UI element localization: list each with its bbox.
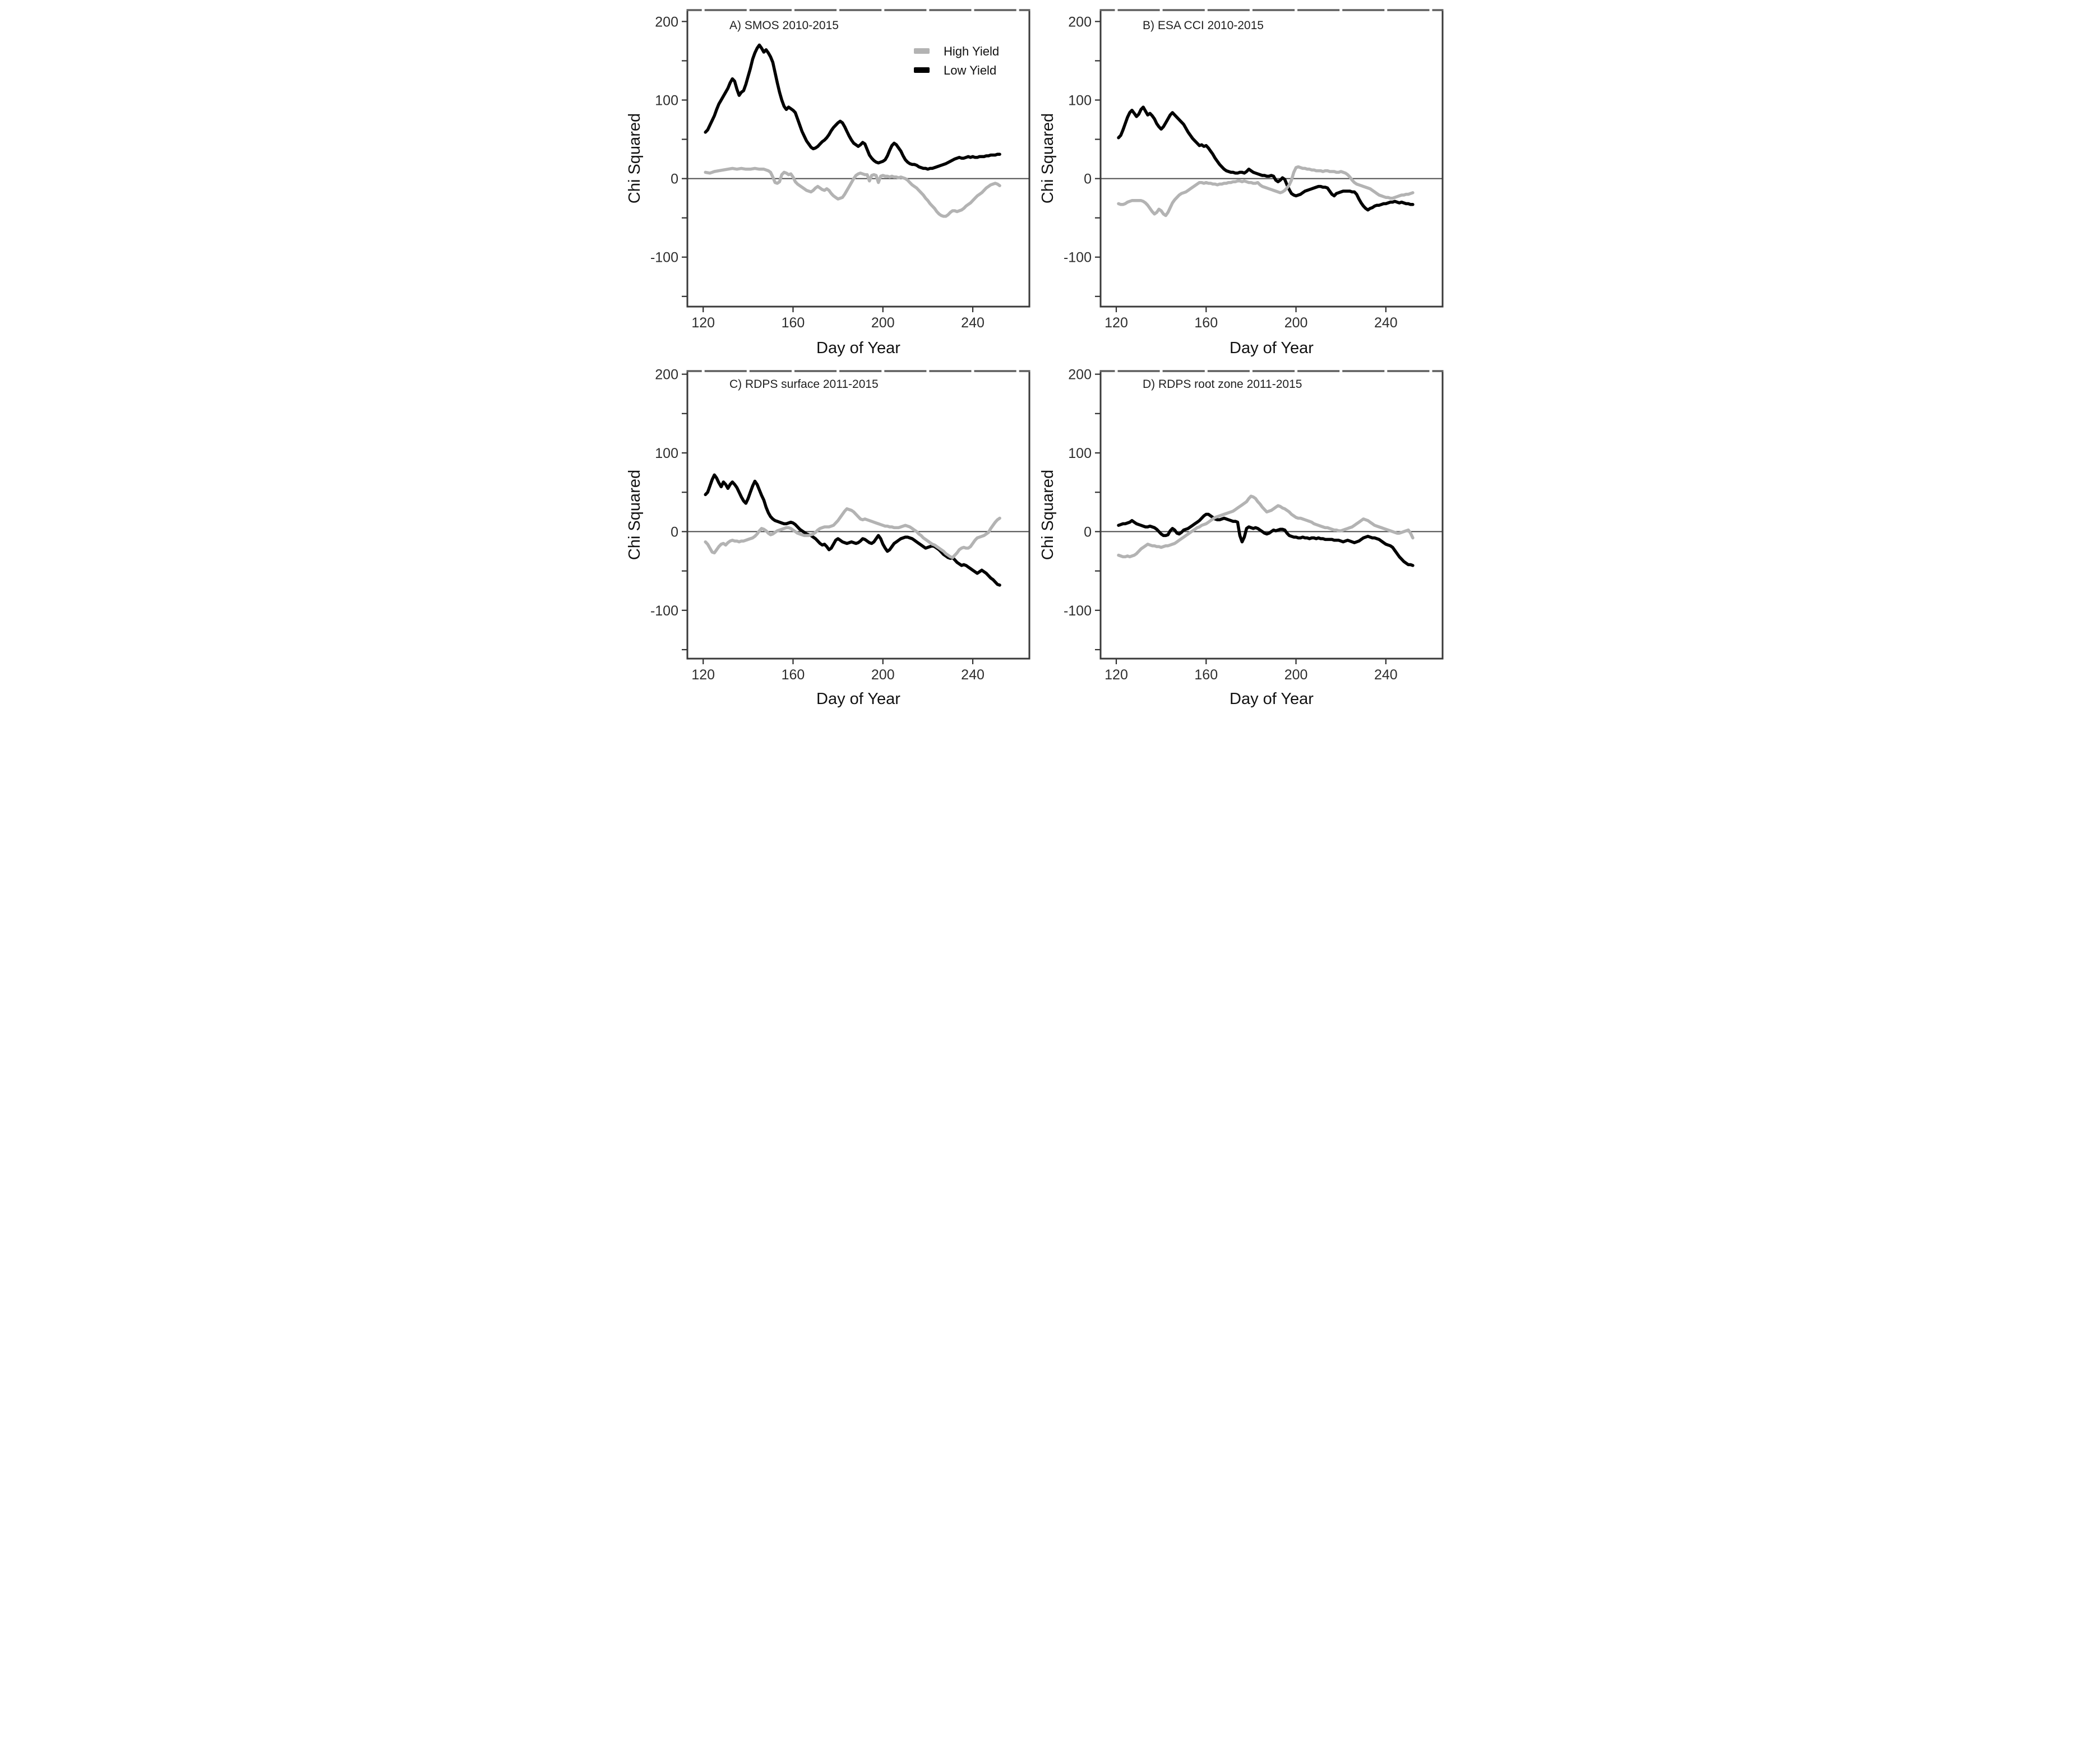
legend-swatch-low-yield-icon [913,67,930,73]
panel-b-y-tick-label: 100 [1068,92,1092,108]
figure-canvas: 200 100 0 -100 120 160 200 240 A) SMOS 2010-2015… [626,9,1443,708]
panel-b-x-axis-title: Day of Year [1230,339,1314,357]
panel-d-plot-area [1100,371,1443,659]
legend-label-high-yield: High Yield [944,44,999,58]
panel-a-x-tick-label: 160 [781,315,805,331]
panel-a-y-tick-label: -100 [650,250,678,266]
panel-d-x-tick-label: 120 [1104,667,1128,683]
panel-a-x-tick-label: 200 [871,315,894,331]
panel-b-low-yield-line [1116,105,1415,212]
panel-a-x-tick-label: 120 [691,315,715,331]
panel-d-y-tick-label: 100 [1068,446,1092,461]
panel-a-x-axis-title: Day of Year [816,339,900,357]
panel-b-plot-area [1100,10,1443,307]
panel-b-high-yield-line [1116,165,1415,217]
panel-b-y-tick-label: -100 [1063,250,1091,266]
panel-c-x-tick-label: 160 [781,667,805,683]
panel-c-y-tick-label: 0 [671,524,678,540]
panel-a-low-yield-line [703,43,1001,171]
panel-b-x-tick-label: 160 [1194,315,1218,331]
panel-d-y-tick-label: -100 [1063,603,1091,619]
panel-c-y-tick-label: 200 [655,367,678,383]
panel-c-high-yield-line [703,507,1001,559]
panel-d-x-tick-label: 240 [1374,667,1397,683]
panel-c-y-tick-label: 100 [655,446,678,461]
panel-d-x-axis-title: Day of Year [1230,690,1314,708]
panel-d-low-yield-line [1116,512,1415,567]
panel-d-title: D) RDPS root zone 2011-2015 [1143,378,1302,391]
panel-d-x-tick-label: 200 [1284,667,1307,683]
panel-c-x-tick-label: 120 [691,667,715,683]
panel-d-y-axis-title: Chi Squared [1039,470,1057,560]
panel-b-y-tick-label: 0 [1084,172,1092,187]
panel-d-y-tick-label: 0 [1084,524,1092,540]
panel-b-x-tick-label: 240 [1374,315,1397,331]
panel-c-y-axis-title: Chi Squared [626,470,644,560]
legend-label-low-yield: Low Yield [944,63,996,77]
legend-swatch-high-yield-icon [913,48,930,54]
panel-b-y-tick-label: 200 [1068,14,1092,30]
panel-a-x-tick-label: 240 [961,315,985,331]
panel-a-y-axis-title: Chi Squared [626,113,644,203]
panel-a-y-tick-label: 200 [655,14,678,30]
panel-c-x-tick-label: 200 [871,667,894,683]
panel-c-title: C) RDPS surface 2011-2015 [729,378,879,391]
panel-d-y-tick-label: 200 [1068,367,1092,383]
panel-b-x-tick-label: 200 [1284,315,1307,331]
panel-c-x-axis-title: Day of Year [816,690,900,708]
panel-c-y-tick-label: -100 [650,603,678,619]
panel-d-x-tick-label: 160 [1194,667,1218,683]
panel-a-title: A) SMOS 2010-2015 [729,19,839,32]
panel-c-x-tick-label: 240 [961,667,985,683]
panel-b-x-tick-label: 120 [1104,315,1128,331]
panel-b-y-axis-title: Chi Squared [1039,113,1057,203]
panel-b-title: B) ESA CCI 2010-2015 [1143,19,1264,32]
panel-d-high-yield-line [1116,494,1415,559]
chi-squared-figure: 200 100 0 -100 120 160 200 240 A) SMOS 2010-2015… [622,0,1453,709]
panel-a-y-tick-label: 0 [671,172,678,187]
panel-a-y-tick-label: 100 [655,92,678,108]
panel-a-high-yield-line [703,166,1001,218]
